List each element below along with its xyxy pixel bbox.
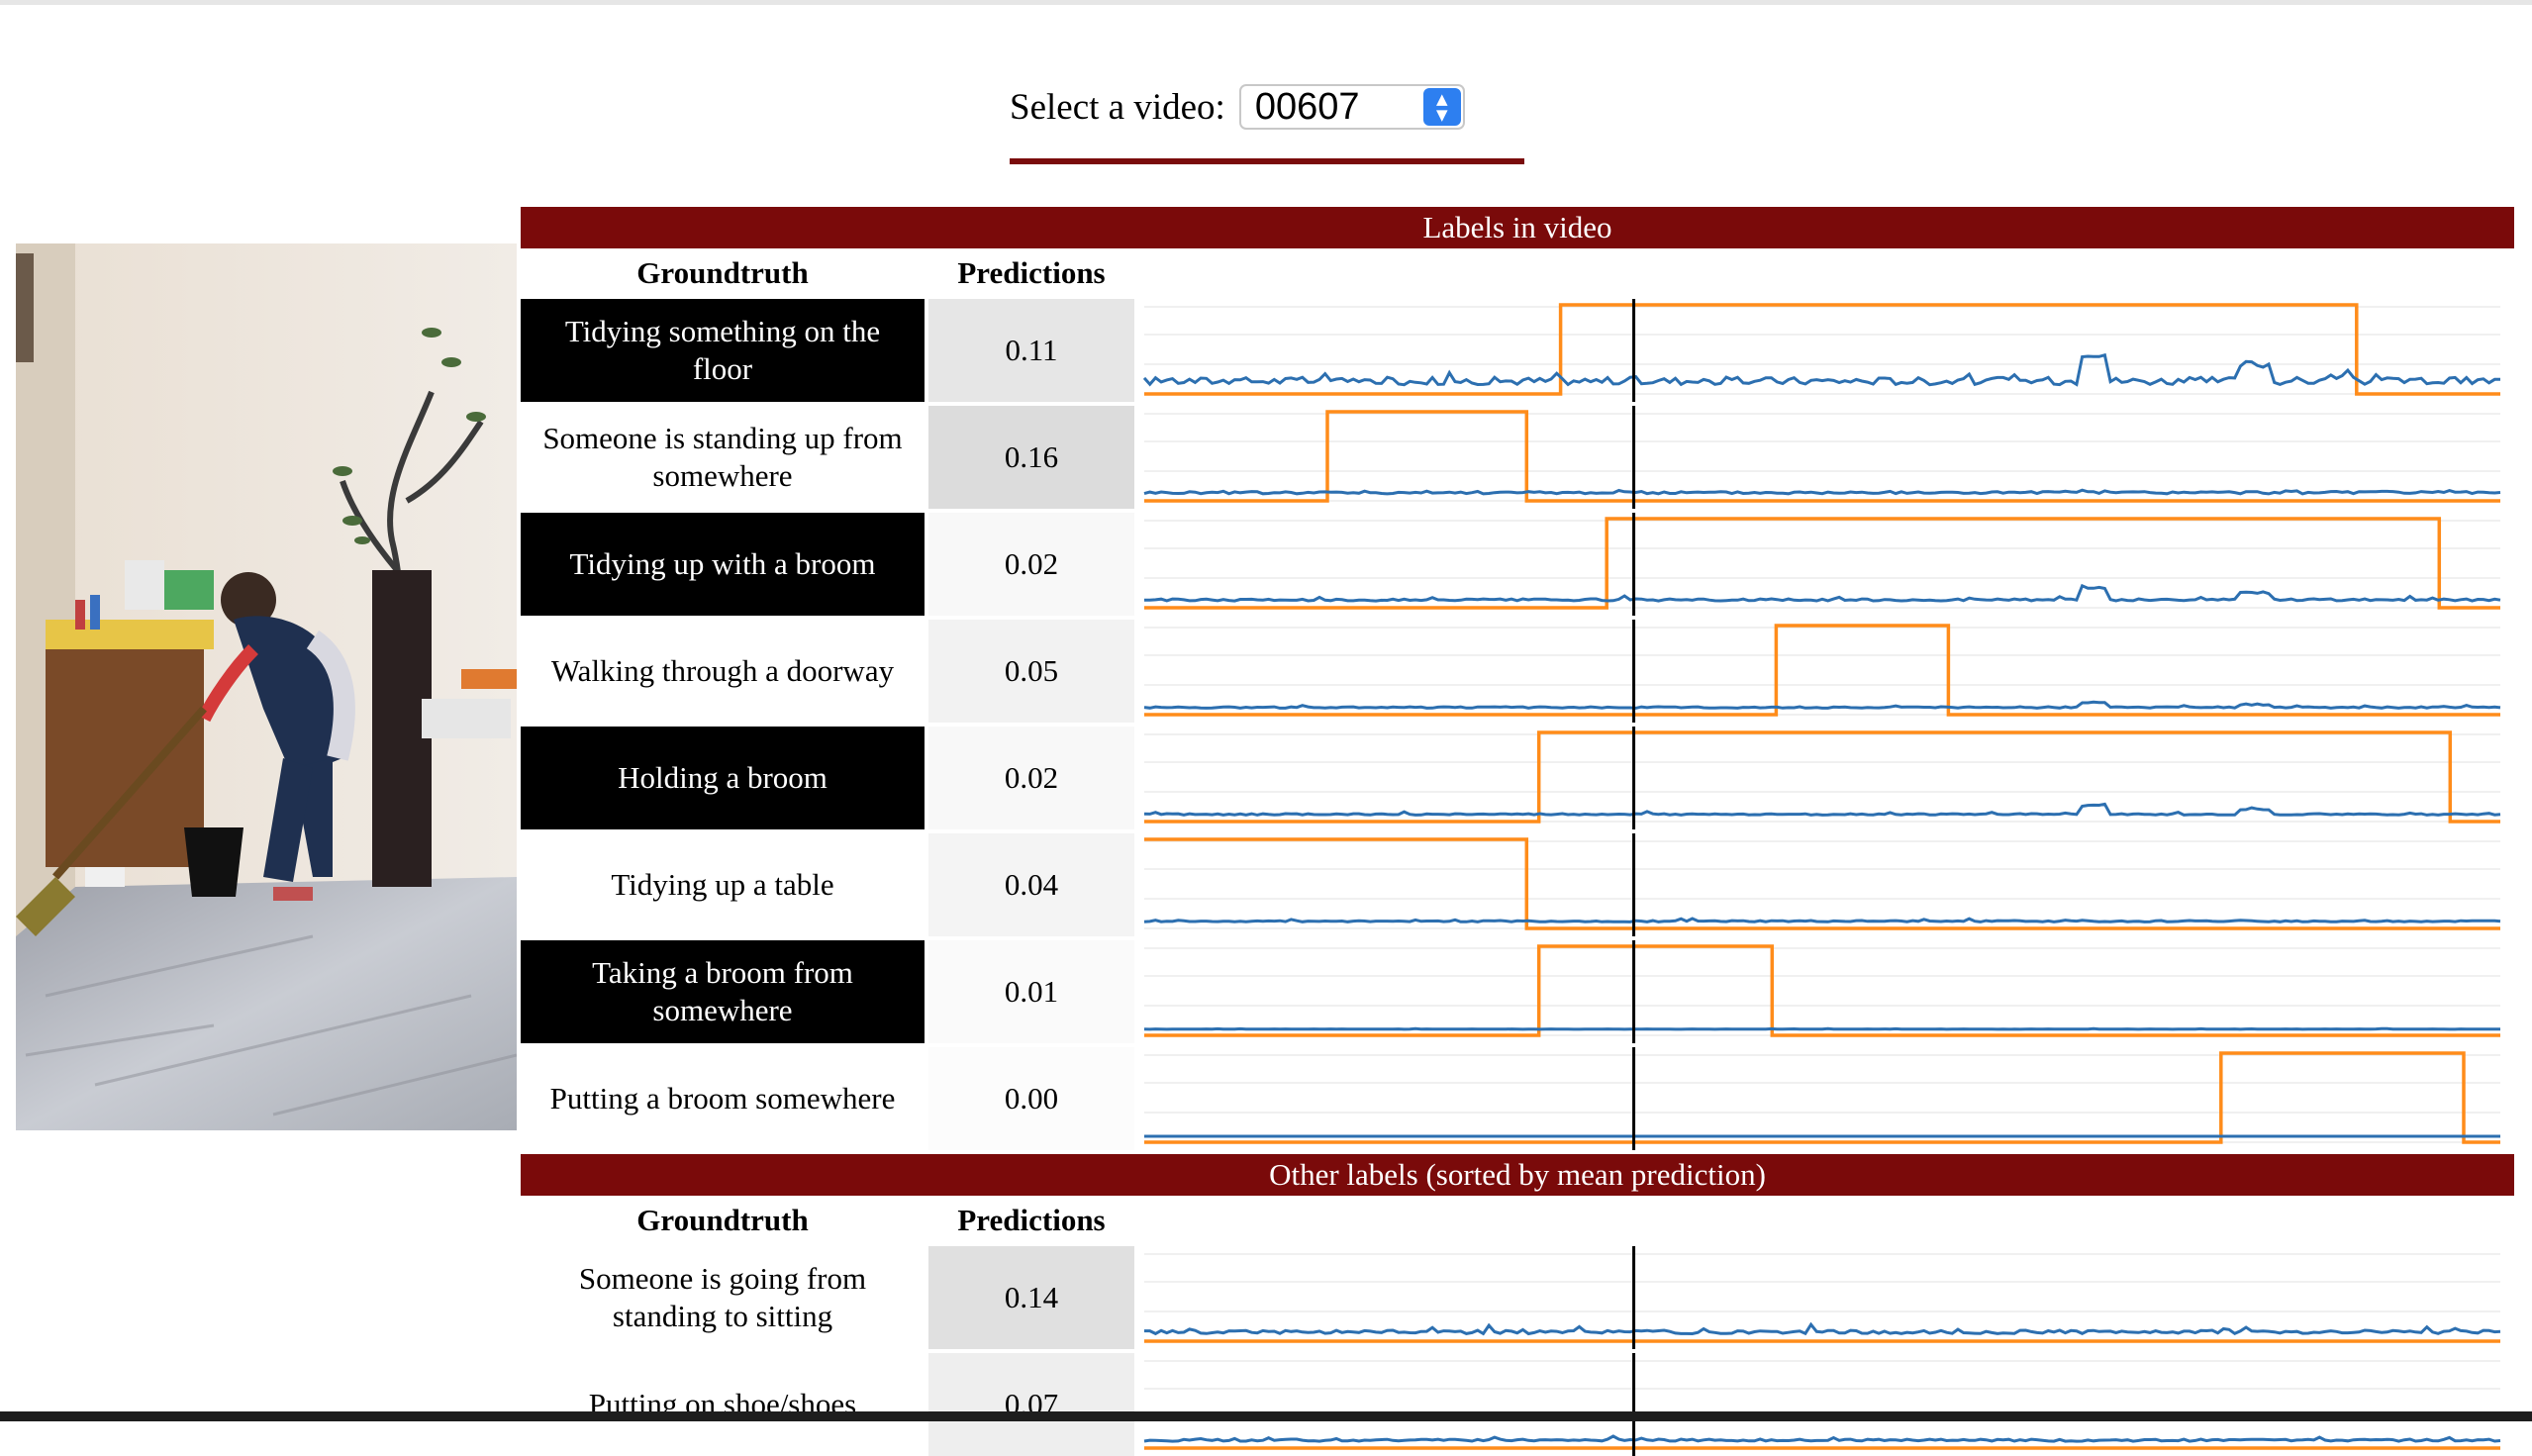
prediction-score: 0.00 xyxy=(928,1047,1134,1150)
prediction-score: 0.11 xyxy=(928,299,1134,402)
prediction-timeline xyxy=(1142,299,2500,402)
prediction-timeline xyxy=(1143,406,2501,509)
video-select-dropdown[interactable]: 00607 ▲ ▼ xyxy=(1238,84,1465,130)
chevron-up-down-icon: ▲ ▼ xyxy=(1422,88,1461,126)
table-row: Taking a broom from somewhere 0.01 xyxy=(521,940,2514,1043)
table-row: Someone is standing up from somewhere 0.1… xyxy=(521,406,2514,509)
predictions-header: Predictions xyxy=(957,255,1106,290)
groundtruth-line xyxy=(1144,303,2500,396)
groundtruth-label: Tidying up a table xyxy=(521,833,925,936)
select-video-label: Select a video: xyxy=(1010,86,1225,128)
table-row: Holding a broom 0.02 xyxy=(521,727,2514,829)
table-row: Putting on shoe/shoes 0.07 xyxy=(521,1353,2514,1456)
prediction-score: 0.05 xyxy=(928,620,1134,723)
groundtruth-line xyxy=(1144,1051,2500,1144)
prediction-timeline xyxy=(1144,1246,2501,1349)
prediction-timeline xyxy=(1143,620,2501,723)
other-column-headers: Groundtruth Predictions xyxy=(521,1196,2514,1245)
prediction-score: 0.04 xyxy=(928,833,1134,936)
bottom-edge xyxy=(0,1411,2532,1421)
prediction-line xyxy=(1142,352,2500,387)
groundtruth-label: Tidying up with a broom xyxy=(521,513,925,616)
groundtruth-label: Holding a broom xyxy=(521,727,925,829)
prediction-line xyxy=(1143,802,2501,817)
groundtruth-line xyxy=(1144,624,2500,717)
prediction-timeline xyxy=(1144,513,2501,616)
groundtruth-line xyxy=(1144,730,2500,824)
table-row: Putting a broom somewhere 0.00 xyxy=(521,1047,2514,1150)
labels-column-headers: Groundtruth Predictions xyxy=(521,248,2514,298)
prediction-line xyxy=(1144,1321,2501,1336)
labels-in-video-header: Labels in video xyxy=(521,207,2514,248)
groundtruth-label: Walking through a doorway xyxy=(521,620,925,723)
prediction-line xyxy=(1143,917,2501,923)
prediction-score: 0.02 xyxy=(928,727,1134,829)
groundtruth-label: Putting a broom somewhere xyxy=(521,1047,925,1150)
groundtruth-label: Tidying something on the floor xyxy=(521,299,925,402)
prediction-timeline xyxy=(1144,1047,2500,1150)
groundtruth-header: Groundtruth xyxy=(636,1203,809,1237)
prediction-timeline xyxy=(1143,833,2501,936)
predictions-header: Predictions xyxy=(957,1203,1106,1237)
groundtruth-line xyxy=(1144,410,2500,503)
prediction-score: 0.14 xyxy=(928,1246,1134,1349)
groundtruth-line xyxy=(1144,944,2500,1037)
prediction-timeline xyxy=(1143,727,2501,829)
video-frame-person-sweeping xyxy=(16,243,517,1130)
prediction-line xyxy=(1143,1026,2501,1031)
prediction-timeline xyxy=(1143,1353,2501,1456)
prediction-score: 0.07 xyxy=(928,1353,1134,1456)
groundtruth-label: Putting on shoe/shoes xyxy=(521,1353,925,1456)
prediction-line xyxy=(1143,700,2501,710)
prediction-line xyxy=(1143,1434,2501,1443)
video-frame[interactable] xyxy=(16,243,517,1130)
groundtruth-label: Taking a broom from somewhere xyxy=(521,940,925,1043)
prediction-line xyxy=(1143,488,2501,496)
prediction-timeline xyxy=(1143,940,2501,1043)
table-row: Tidying up with a broom 0.02 xyxy=(521,513,2514,616)
prediction-score: 0.01 xyxy=(928,940,1134,1043)
table-row: Tidying something on the floor 0.11 xyxy=(521,299,2514,402)
groundtruth-line xyxy=(1144,837,2500,930)
selected-video-value: 00607 xyxy=(1254,86,1360,128)
prediction-score: 0.02 xyxy=(928,513,1134,616)
prediction-line xyxy=(1144,583,2501,603)
groundtruth-header: Groundtruth xyxy=(636,255,809,290)
table-row: Walking through a doorway 0.05 xyxy=(521,620,2514,723)
groundtruth-line xyxy=(1144,517,2500,610)
video-selector: Select a video: 00607 ▲ ▼ xyxy=(1010,81,1465,133)
groundtruth-label: Someone is going from standing to sittin… xyxy=(521,1246,925,1349)
groundtruth-label: Someone is standing up from somewhere xyxy=(521,406,925,509)
prediction-score: 0.16 xyxy=(928,406,1134,509)
selector-underline xyxy=(1010,158,1524,164)
table-row: Tidying up a table 0.04 xyxy=(521,833,2514,936)
top-border xyxy=(0,0,2532,5)
table-row: Someone is going from standing to sittin… xyxy=(521,1246,2514,1349)
other-labels-header: Other labels (sorted by mean prediction) xyxy=(521,1154,2514,1196)
